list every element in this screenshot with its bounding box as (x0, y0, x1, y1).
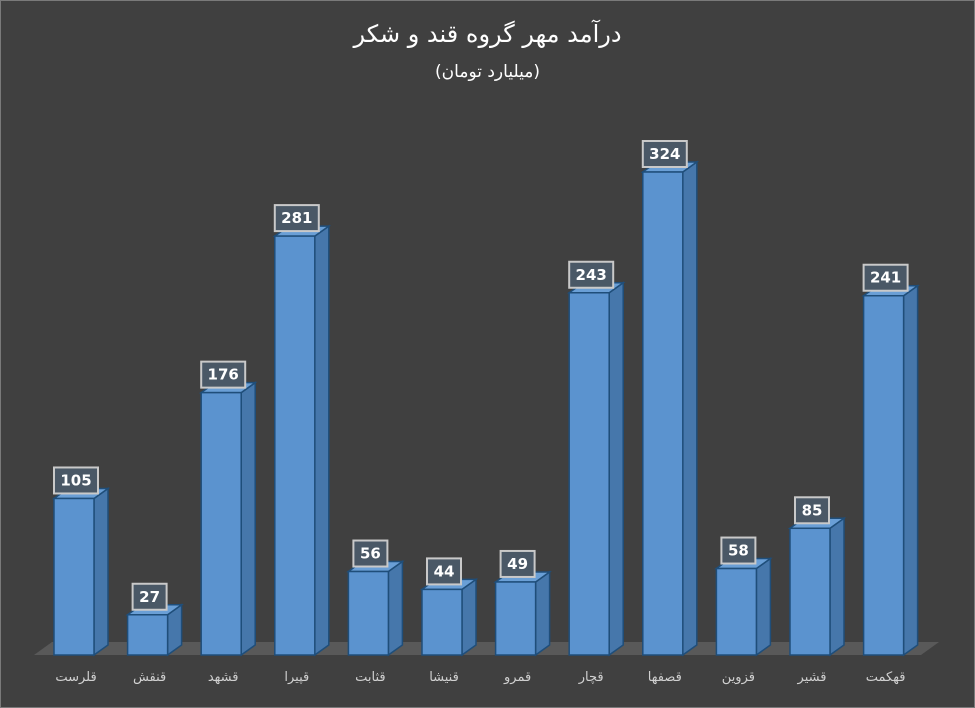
svg-text:176: 176 (208, 366, 239, 384)
bar (640, 160, 700, 657)
svg-text:49: 49 (507, 555, 528, 573)
data-label: 85 (794, 496, 830, 525)
svg-text:27: 27 (139, 588, 160, 606)
bar (198, 381, 258, 657)
x-axis-label: قمرو (504, 670, 532, 685)
svg-text:105: 105 (60, 471, 91, 489)
data-label: 241 (862, 263, 909, 292)
bar (861, 284, 920, 657)
svg-text:85: 85 (802, 501, 823, 519)
x-axis-label: قشهد (207, 670, 239, 685)
bar (346, 560, 405, 657)
x-axis-label: قهکمت (865, 670, 906, 685)
data-label: 324 (641, 140, 688, 168)
data-label: 243 (568, 260, 615, 289)
bar (787, 516, 847, 657)
x-axis-label: قنقش (132, 670, 167, 685)
chart-title: درآمد مهر گروه قند و شکر (353, 20, 622, 48)
data-label: 281 (273, 204, 320, 233)
x-axis-label: قشیر (797, 670, 827, 685)
svg-text:241: 241 (870, 269, 901, 287)
x-axis-label: قصفها (647, 670, 682, 685)
chart-subtitle: (میلیارد تومان) (435, 62, 540, 82)
x-axis-label: قزوین (721, 670, 755, 685)
bar (566, 281, 626, 657)
data-label: 176 (200, 360, 247, 389)
bar (51, 487, 111, 657)
bar (125, 603, 184, 657)
data-label: 49 (499, 549, 536, 578)
bar (272, 224, 332, 657)
x-axis-label: قپیرا (284, 670, 310, 685)
data-label: 27 (131, 582, 168, 611)
svg-text:58: 58 (728, 542, 749, 560)
data-label: 105 (53, 466, 99, 495)
bar (493, 570, 552, 657)
x-axis-label: قلرست (55, 670, 97, 685)
chart-floor (34, 642, 939, 655)
svg-text:44: 44 (434, 562, 455, 580)
data-label: 44 (426, 557, 462, 586)
data-label: 58 (720, 536, 757, 565)
x-axis-label: قثابت (355, 670, 386, 685)
data-label: 56 (352, 539, 389, 568)
bar (419, 577, 479, 657)
x-axis-label: قچار (578, 670, 604, 685)
bar (714, 557, 773, 657)
svg-text:56: 56 (360, 545, 381, 563)
svg-text:324: 324 (649, 145, 680, 163)
svg-text:243: 243 (576, 266, 607, 284)
svg-text:281: 281 (281, 209, 312, 227)
x-axis-label: قنیشا (429, 670, 459, 685)
